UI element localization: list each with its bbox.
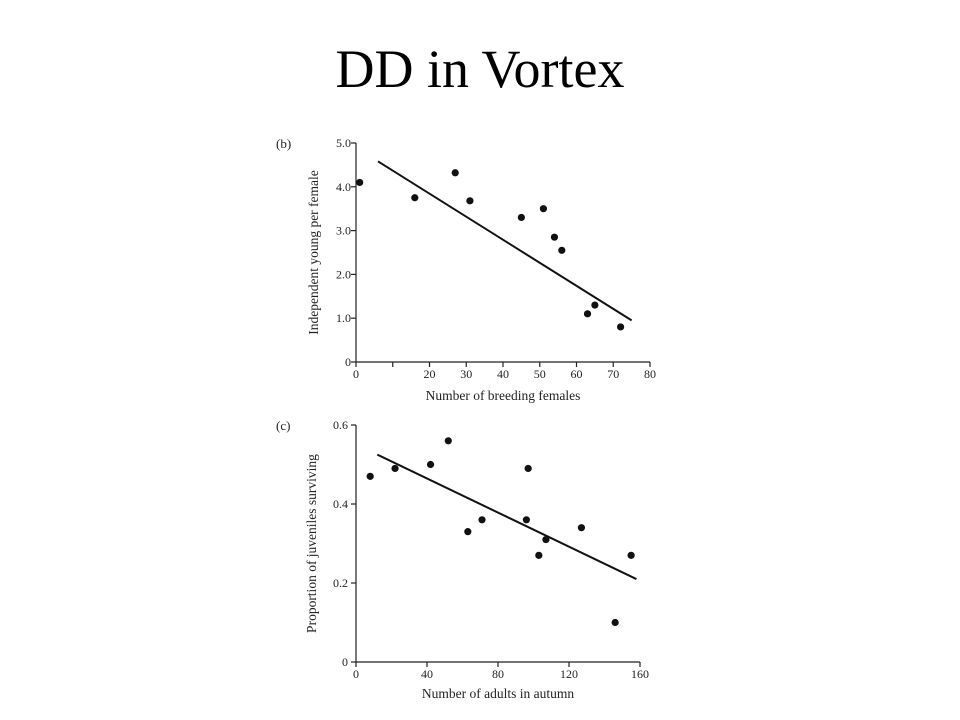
chart2-x-tick-label: 120 — [560, 667, 578, 681]
chart1-y-tick-label: 1.0 — [336, 311, 351, 325]
chart1-x-axis-label: Number of breeding females — [426, 388, 581, 403]
chart2-y-axis-label: Proportion of juveniles surviving — [304, 454, 319, 633]
chart2-x-tick-label: 160 — [631, 667, 649, 681]
chart2-data-point — [444, 437, 452, 445]
chart1-x-tick-label: 70 — [607, 367, 619, 381]
chart2-data-point — [366, 472, 374, 480]
chart2-y-tick-label: 0.4 — [333, 497, 348, 511]
chart1-y-tick-label: 4.0 — [336, 180, 351, 194]
chart1-x-tick-label: 30 — [460, 367, 472, 381]
chart1-data-point — [617, 323, 625, 331]
chart1-data-point — [411, 194, 419, 202]
chart1-y-axis-label: Independent young per female — [306, 170, 321, 335]
chart1-data-point — [451, 169, 459, 177]
chart2-data-point — [611, 618, 619, 627]
chart1-data-point — [591, 301, 599, 309]
chart1-x-tick-label: 0 — [353, 367, 359, 381]
chart1-x-tick-label: 20 — [424, 367, 436, 381]
chart1-data-point — [466, 197, 474, 205]
chart1-data-point — [539, 205, 548, 213]
chart1-x-tick-label: 50 — [534, 367, 546, 381]
chart1-x-tick-label: 80 — [644, 367, 656, 381]
chart1-y-tick-label: 5.0 — [336, 136, 351, 150]
chart2-x-tick-label: 80 — [492, 667, 504, 681]
chart2-y-tick-label: 0 — [342, 655, 348, 669]
chart2-data-point — [524, 464, 532, 473]
chart2-y-tick-label: 0.2 — [333, 576, 348, 590]
chart2-x-tick-label: 0 — [353, 667, 359, 681]
chart1-x-tick-label: 60 — [571, 367, 583, 381]
chart1-x-tick-label: 40 — [497, 367, 509, 381]
chart2-y-tick-label: 0.6 — [333, 418, 348, 432]
chart1-y-tick-label: 2.0 — [336, 267, 351, 281]
chart2-data-point — [542, 535, 550, 544]
chart1-data-point — [583, 310, 592, 318]
chart1-y-tick-label: 0 — [345, 355, 351, 369]
chart1-panel-label: (b) — [276, 136, 291, 151]
chart1-trend-line — [377, 160, 633, 322]
chart2-data-point — [426, 460, 435, 469]
chart1-y-tick-label: 3.0 — [336, 224, 351, 238]
chart1-data-point — [356, 178, 364, 187]
chart2-x-axis-label: Number of adults in autumn — [422, 686, 574, 701]
chart1-data-point — [517, 213, 525, 222]
slide-title: DD in Vortex — [335, 39, 625, 99]
chart2-data-point — [478, 516, 486, 524]
chart2-data-point — [535, 551, 543, 559]
chart2-trend-line — [376, 453, 637, 580]
chart1-data-point — [550, 233, 559, 241]
chart2-panel-label: (c) — [276, 418, 290, 433]
chart2-x-tick-label: 40 — [421, 667, 433, 681]
chart2-data-point — [577, 524, 586, 532]
chart2-data-point — [391, 464, 399, 473]
chart2-data-point — [522, 516, 531, 524]
chart2-data-point — [627, 551, 635, 559]
chart2-data-point — [464, 528, 472, 536]
chart1-data-point — [558, 246, 566, 254]
